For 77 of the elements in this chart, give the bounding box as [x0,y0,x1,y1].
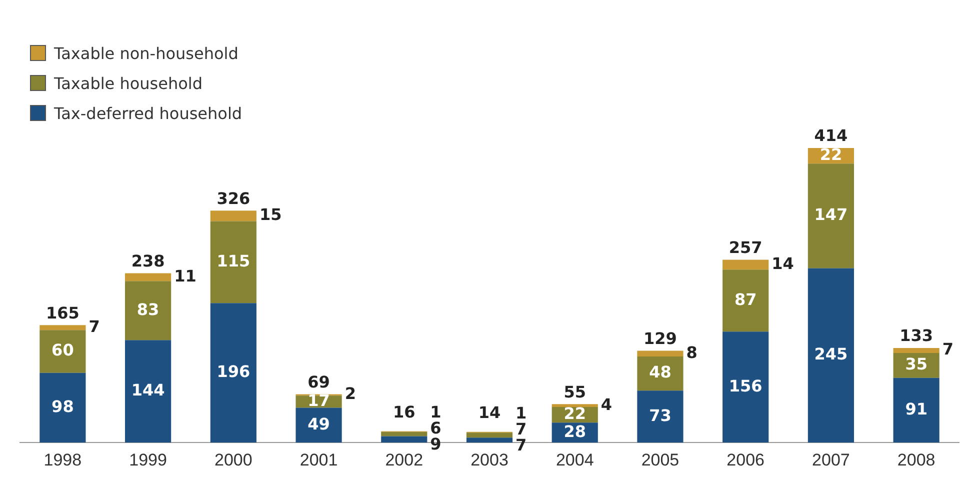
total-label: 14 [478,403,501,422]
data-label: 48 [649,362,672,382]
data-label: 196 [216,362,250,382]
data-label: 11 [174,266,196,286]
bar [466,438,513,443]
bar [893,378,940,443]
data-label: 28 [564,422,586,441]
total-label: 69 [308,372,330,392]
data-label: 98 [52,396,74,416]
data-label: 14 [772,254,794,273]
bar [466,432,513,438]
data-label: 4 [600,394,612,414]
bar [210,221,256,304]
x-tick-label: 2003 [470,450,508,470]
data-label: 144 [131,380,165,400]
x-tick-label: 1999 [129,450,167,470]
total-label: 326 [216,188,250,208]
total-label: 55 [564,382,586,402]
bar [722,332,769,443]
total-label: 129 [644,328,677,348]
total-label: 16 [393,402,416,422]
data-label: 15 [259,205,282,224]
bar [637,356,684,391]
bar [210,210,256,222]
x-tick-label: 2006 [726,450,765,470]
data-label: 91 [905,399,928,418]
bar [381,432,428,436]
data-label: 22 [564,404,586,424]
data-label: 245 [814,344,848,364]
data-label: 7 [942,340,954,359]
data-label: 22 [820,144,842,164]
bar [210,303,256,443]
x-tick-label: 2007 [812,450,850,470]
data-label: 35 [905,354,928,374]
data-label: 7 [88,316,100,336]
legend-label: Taxable non-household [54,44,238,62]
x-tick-label: 2008 [897,450,936,470]
legend-label: Tax-deferred household [54,104,242,122]
data-label: 17 [308,390,330,410]
total-label: 165 [46,303,80,322]
x-tick-label: 2005 [641,450,680,470]
x-tick-label: 2000 [214,450,252,470]
bar [40,330,86,373]
bar [296,408,342,443]
bar [40,372,86,443]
x-tick-label: 2001 [300,450,338,470]
bar [722,270,769,332]
data-label: 60 [52,340,74,360]
data-label: 147 [814,205,848,224]
data-label: 2 [344,384,356,404]
data-label: 87 [734,290,757,309]
bar [893,348,940,353]
legend-label: Taxable household [54,74,203,92]
bar [552,404,598,408]
x-tick-label: 2004 [556,450,594,470]
bar [808,268,854,443]
bar [125,281,172,340]
total-label: 257 [728,238,762,257]
bar [125,273,172,282]
data-label: 115 [216,251,250,270]
data-label: 73 [649,406,672,425]
total-label: 238 [131,251,165,270]
bar [637,390,684,443]
total-label: 133 [900,326,934,346]
bar [40,325,86,330]
bar [381,436,428,443]
bar [722,260,769,270]
data-label: 156 [728,376,762,396]
bar [125,340,172,443]
x-tick-label: 1998 [44,450,82,470]
data-label: 8 [686,342,698,362]
bar [637,350,684,356]
bar [808,164,854,268]
total-label: 414 [814,126,848,146]
data-label: 83 [136,300,160,319]
x-tick-label: 2002 [385,450,424,470]
data-label: 49 [308,414,330,434]
